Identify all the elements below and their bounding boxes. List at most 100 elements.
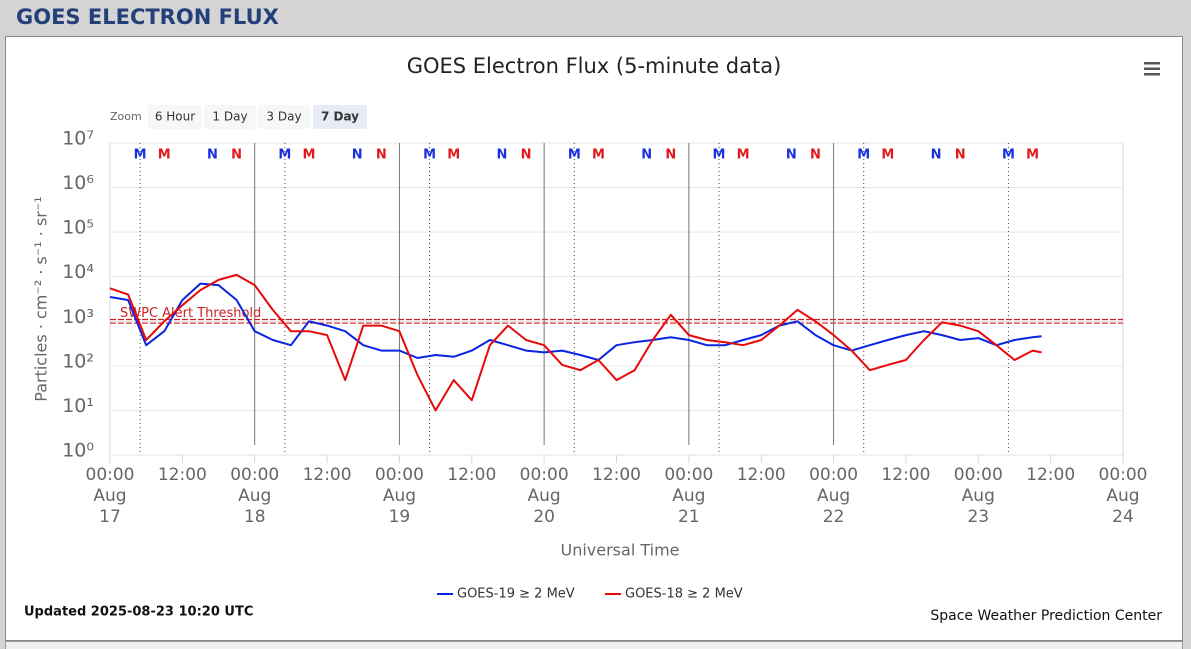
x-tick-label-line: 00:00 <box>809 465 858 485</box>
marker-label: M <box>278 148 291 163</box>
y-tick-label: 10⁷ <box>62 128 94 150</box>
y-tick-label: 10⁰ <box>62 440 94 462</box>
zoom-button[interactable]: 1 Day <box>204 105 256 129</box>
x-tick-label: 00:00 Aug 23 <box>954 465 1003 527</box>
x-tick-label-line: 12:00 <box>303 465 352 485</box>
x-tick-label: 00:00 Aug 18 <box>230 465 279 527</box>
chart-title: GOES Electron Flux (5-minute data) <box>407 54 782 78</box>
marker-label: M <box>857 148 870 163</box>
x-tick-label-line: 12:00 <box>158 465 207 485</box>
marker-label: N <box>496 148 507 163</box>
x-tick-label-line: Aug <box>1106 486 1139 506</box>
x-tick-label-line: Aug <box>93 486 126 506</box>
marker-label: N <box>352 148 363 163</box>
x-tick-label-line: Aug <box>672 486 705 506</box>
x-tick-label-line: 24 <box>1112 507 1134 527</box>
series-line <box>109 273 1042 412</box>
marker-label: N <box>521 148 532 163</box>
x-tick-label-line: 00:00 <box>230 465 279 485</box>
credit: Space Weather Prediction Center <box>930 608 1162 624</box>
x-tick-label: 12:00 <box>158 465 207 485</box>
zoom-button[interactable]: 7 Day <box>313 105 367 129</box>
menu-button[interactable] <box>1144 62 1160 76</box>
x-tick-label-line: Aug <box>528 486 561 506</box>
y-tick-label: 10¹ <box>62 395 94 417</box>
x-tick-label-line: 12:00 <box>737 465 786 485</box>
marker-label: M <box>592 148 605 163</box>
x-tick-label: 12:00 <box>881 465 930 485</box>
marker-label: M <box>1026 148 1039 163</box>
marker-label: M <box>568 148 581 163</box>
marker-label: N <box>786 148 797 163</box>
x-tick-label: 00:00 Aug 24 <box>1099 465 1148 527</box>
marker-label: N <box>376 148 387 163</box>
marker-label: N <box>955 148 966 163</box>
page-header: GOES ELECTRON FLUX <box>16 5 279 29</box>
zoom-button-bg <box>313 105 367 129</box>
zoom-button-label: 3 Day <box>266 110 301 124</box>
bottom-panel <box>5 641 1183 649</box>
marker-label: M <box>303 148 316 163</box>
marker-label: M <box>881 148 894 163</box>
x-tick-label-line: 23 <box>967 507 989 527</box>
x-axis-label: Universal Time <box>560 541 679 560</box>
x-tick-label-line: 21 <box>678 507 700 527</box>
marker-label: N <box>231 148 242 163</box>
x-tick-label-line: 19 <box>389 507 411 527</box>
x-tick-label: 00:00 Aug 22 <box>809 465 858 527</box>
legend-label: GOES-18 ≥ 2 MeV <box>625 587 743 602</box>
zoom-button-label: 7 Day <box>321 110 359 124</box>
x-tick-label-line: Aug <box>383 486 416 506</box>
x-tick-label: 00:00 Aug 17 <box>86 465 135 527</box>
menu-bar <box>1144 73 1160 76</box>
x-tick-label-line: 12:00 <box>881 465 930 485</box>
x-tick-label: 00:00 Aug 21 <box>664 465 713 527</box>
x-tick-label: 12:00 <box>592 465 641 485</box>
zoom-button-label: 6 Hour <box>155 110 195 124</box>
x-tick-label-line: 17 <box>99 507 121 527</box>
x-tick-label-line: 00:00 <box>86 465 135 485</box>
zoom-button-bg <box>148 105 202 129</box>
x-tick-label-line: 00:00 <box>520 465 569 485</box>
x-tick-label-line: 00:00 <box>1099 465 1148 485</box>
x-tick-label-line: Aug <box>238 486 271 506</box>
zoom-label: Zoom <box>110 110 142 123</box>
x-tick-label-line: 18 <box>244 507 266 527</box>
zoom-button[interactable]: 3 Day <box>258 105 310 129</box>
marker-label: N <box>810 148 821 163</box>
x-tick-label: 00:00 Aug 19 <box>375 465 424 527</box>
updated-note: Updated 2025-08-23 10:20 UTC <box>24 605 253 620</box>
x-tick-label-line: Aug <box>962 486 995 506</box>
threshold-label: SWPC Alert Threshold <box>120 306 261 321</box>
marker-label: N <box>641 148 652 163</box>
y-tick-label: 10⁵ <box>62 217 94 239</box>
y-tick-label: 10⁴ <box>62 261 94 283</box>
x-tick-label-line: 00:00 <box>375 465 424 485</box>
legend-item[interactable]: GOES-18 ≥ 2 MeV <box>605 587 743 602</box>
legend-item[interactable]: GOES-19 ≥ 2 MeV <box>437 587 575 602</box>
x-tick-label: 12:00 <box>1026 465 1075 485</box>
zoom-button-bg <box>204 105 256 129</box>
marker-label: N <box>931 148 942 163</box>
x-tick-label-line: 22 <box>823 507 845 527</box>
marker-label: N <box>665 148 676 163</box>
marker-label: M <box>158 148 171 163</box>
x-tick-label: 12:00 <box>737 465 786 485</box>
marker-label: N <box>207 148 218 163</box>
zoom-button[interactable]: 6 Hour <box>148 105 202 129</box>
x-tick-label: 00:00 Aug 20 <box>520 465 569 527</box>
x-tick-label-line: 12:00 <box>592 465 641 485</box>
menu-bar <box>1144 62 1160 65</box>
zoom-button-label: 1 Day <box>212 110 247 124</box>
x-tick-label-line: 12:00 <box>1026 465 1075 485</box>
x-tick-label-line: 00:00 <box>664 465 713 485</box>
y-axis-label: Particles · cm⁻² · s⁻¹ · sr⁻¹ <box>32 196 51 401</box>
x-tick-label-line: 12:00 <box>447 465 496 485</box>
marker-label: M <box>447 148 460 163</box>
x-tick-label-line: 20 <box>533 507 555 527</box>
marker-label: M <box>423 148 436 163</box>
x-tick-label-line: Aug <box>817 486 850 506</box>
y-tick-label: 10² <box>62 350 94 372</box>
